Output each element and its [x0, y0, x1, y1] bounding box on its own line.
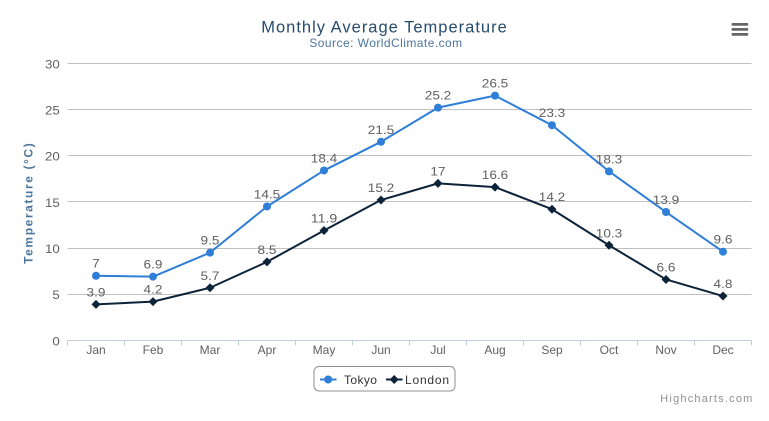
svg-text:6.6: 6.6 [657, 260, 676, 274]
svg-text:Feb: Feb [143, 343, 164, 357]
svg-text:26.5: 26.5 [482, 77, 509, 91]
svg-text:4.8: 4.8 [714, 277, 733, 291]
svg-text:Monthly Average Temperature: Monthly Average Temperature [261, 19, 508, 37]
svg-text:15.2: 15.2 [368, 181, 395, 195]
svg-text:11.9: 11.9 [311, 211, 338, 225]
svg-text:Aug: Aug [484, 343, 505, 357]
svg-text:13.9: 13.9 [653, 193, 680, 207]
svg-text:9.5: 9.5 [201, 234, 220, 248]
svg-text:Jan: Jan [86, 343, 105, 357]
svg-text:9.6: 9.6 [714, 233, 733, 247]
svg-text:Source: WorldClimate.com: Source: WorldClimate.com [309, 36, 462, 50]
svg-text:Sep: Sep [541, 343, 563, 357]
svg-text:7: 7 [92, 257, 100, 271]
svg-text:Tokyo: Tokyo [344, 373, 377, 387]
svg-text:Apr: Apr [258, 343, 277, 357]
svg-text:14.5: 14.5 [254, 187, 281, 201]
svg-text:20: 20 [45, 150, 60, 164]
svg-text:Nov: Nov [655, 343, 676, 357]
svg-text:23.3: 23.3 [539, 106, 566, 120]
svg-text:5: 5 [52, 288, 60, 302]
svg-text:Oct: Oct [600, 343, 619, 357]
svg-text:May: May [313, 343, 336, 357]
svg-text:Temperature (°C): Temperature (°C) [22, 142, 36, 264]
svg-text:16.6: 16.6 [482, 168, 509, 182]
svg-text:Highcharts.com: Highcharts.com [660, 393, 753, 405]
svg-text:London: London [405, 373, 450, 387]
svg-text:10: 10 [45, 242, 60, 256]
svg-text:Jun: Jun [371, 343, 390, 357]
svg-text:4.2: 4.2 [144, 283, 163, 297]
svg-text:3.9: 3.9 [87, 285, 106, 299]
svg-text:10.3: 10.3 [596, 226, 623, 240]
svg-text:5.7: 5.7 [201, 269, 220, 283]
svg-text:17: 17 [430, 164, 446, 178]
svg-text:25: 25 [45, 103, 60, 117]
svg-text:18.4: 18.4 [311, 151, 338, 165]
svg-text:6.9: 6.9 [144, 258, 163, 272]
svg-text:Mar: Mar [200, 343, 221, 357]
svg-text:30: 30 [45, 57, 60, 71]
svg-text:25.2: 25.2 [425, 89, 452, 103]
svg-text:0: 0 [52, 334, 60, 348]
svg-text:Dec: Dec [712, 343, 733, 357]
svg-text:18.3: 18.3 [596, 152, 623, 166]
svg-text:8.5: 8.5 [258, 243, 277, 257]
svg-text:15: 15 [45, 196, 60, 210]
svg-text:14.2: 14.2 [539, 190, 566, 204]
svg-text:Jul: Jul [430, 343, 445, 357]
svg-text:21.5: 21.5 [368, 123, 395, 137]
